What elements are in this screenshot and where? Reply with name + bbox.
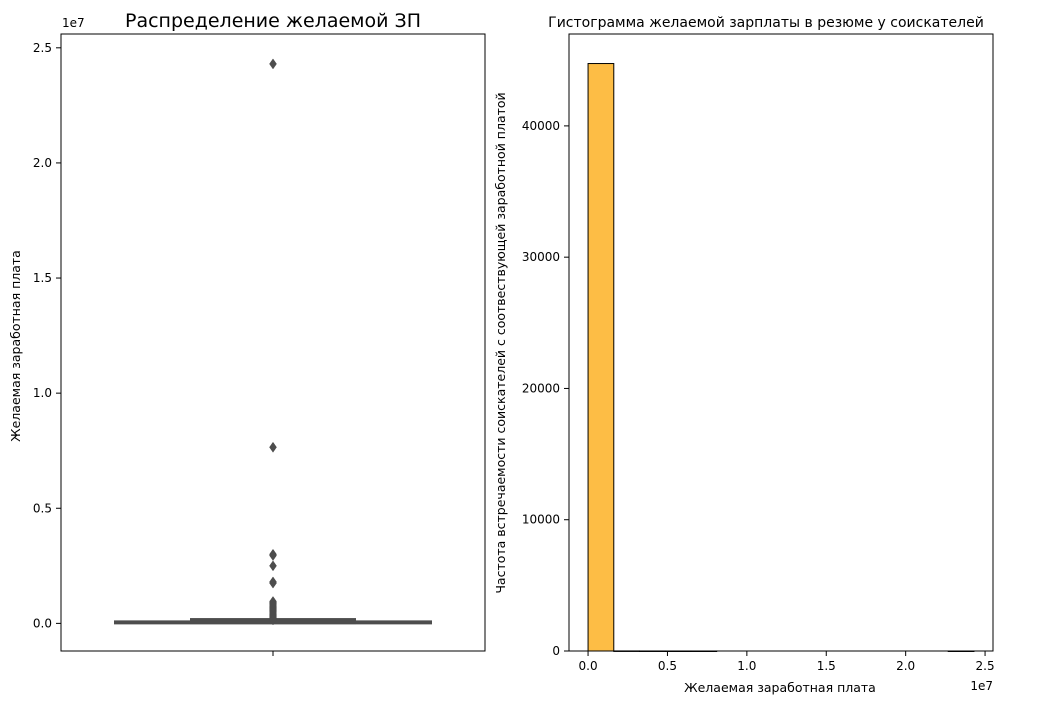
histogram-xtick-label: 1.5 <box>817 659 836 673</box>
histogram-xtick-label: 2.5 <box>976 659 995 673</box>
histogram-ytick-label: 0 <box>552 644 560 658</box>
boxplot-outlier <box>269 441 277 453</box>
histogram-xlabel: Желаемая заработная плата <box>684 680 876 695</box>
histogram-ytick-label: 40000 <box>522 119 560 133</box>
histogram-frame <box>568 33 994 652</box>
histogram-yticks: 0 10000 20000 30000 40000 <box>522 119 569 658</box>
histogram-ylabel: Частота встречаемости соискателей с соот… <box>493 92 508 593</box>
boxplot-outlier <box>269 577 277 589</box>
histogram-ytick-label: 10000 <box>522 513 560 527</box>
boxplot-outlier <box>269 58 277 70</box>
boxplot-outlier <box>269 560 277 572</box>
histogram-title: Гистограмма желаемой зарплаты в резюме у… <box>548 15 984 31</box>
boxplot-ylabel: Желаемая заработная плата <box>8 250 23 442</box>
boxplot-ytick-label: 0.5 <box>33 501 52 515</box>
histogram-xtick-label: 0.5 <box>658 659 677 673</box>
histogram-ytick-label: 20000 <box>522 381 560 395</box>
boxplot-title: Распределение желаемой ЗП <box>125 10 421 32</box>
boxplot-ytick-label: 0.0 <box>33 616 52 630</box>
boxplot-ytick-label: 1.5 <box>33 271 52 285</box>
histogram-bars <box>587 63 975 652</box>
histogram-ytick-label: 30000 <box>522 250 560 264</box>
histogram-offset-text: 1e7 <box>970 679 993 693</box>
histogram-bar <box>587 63 615 652</box>
histogram-xtick-label: 1.0 <box>737 659 756 673</box>
histogram-xtick-label: 2.0 <box>896 659 915 673</box>
histogram-xticks: 0.0 0.5 1.0 1.5 2.0 2.5 <box>579 651 995 673</box>
boxplot-ytick-label: 2.5 <box>33 41 52 55</box>
boxplot-yticks: 0.0 0.5 1.0 1.5 2.0 2.5 <box>33 41 61 630</box>
boxplot-outlier <box>269 550 277 561</box>
histogram-axes: Гистограмма желаемой зарплаты в резюме у… <box>493 15 995 695</box>
boxplot-axes: Распределение желаемой ЗП Желаемая зараб… <box>8 10 486 656</box>
boxplot-series <box>114 58 432 626</box>
histogram-xtick-label: 0.0 <box>579 659 598 673</box>
boxplot-outlier <box>269 614 277 626</box>
boxplot-offset-text: 1e7 <box>62 16 85 30</box>
boxplot-ytick-label: 1.0 <box>33 386 52 400</box>
boxplot-ytick-label: 2.0 <box>33 156 52 170</box>
